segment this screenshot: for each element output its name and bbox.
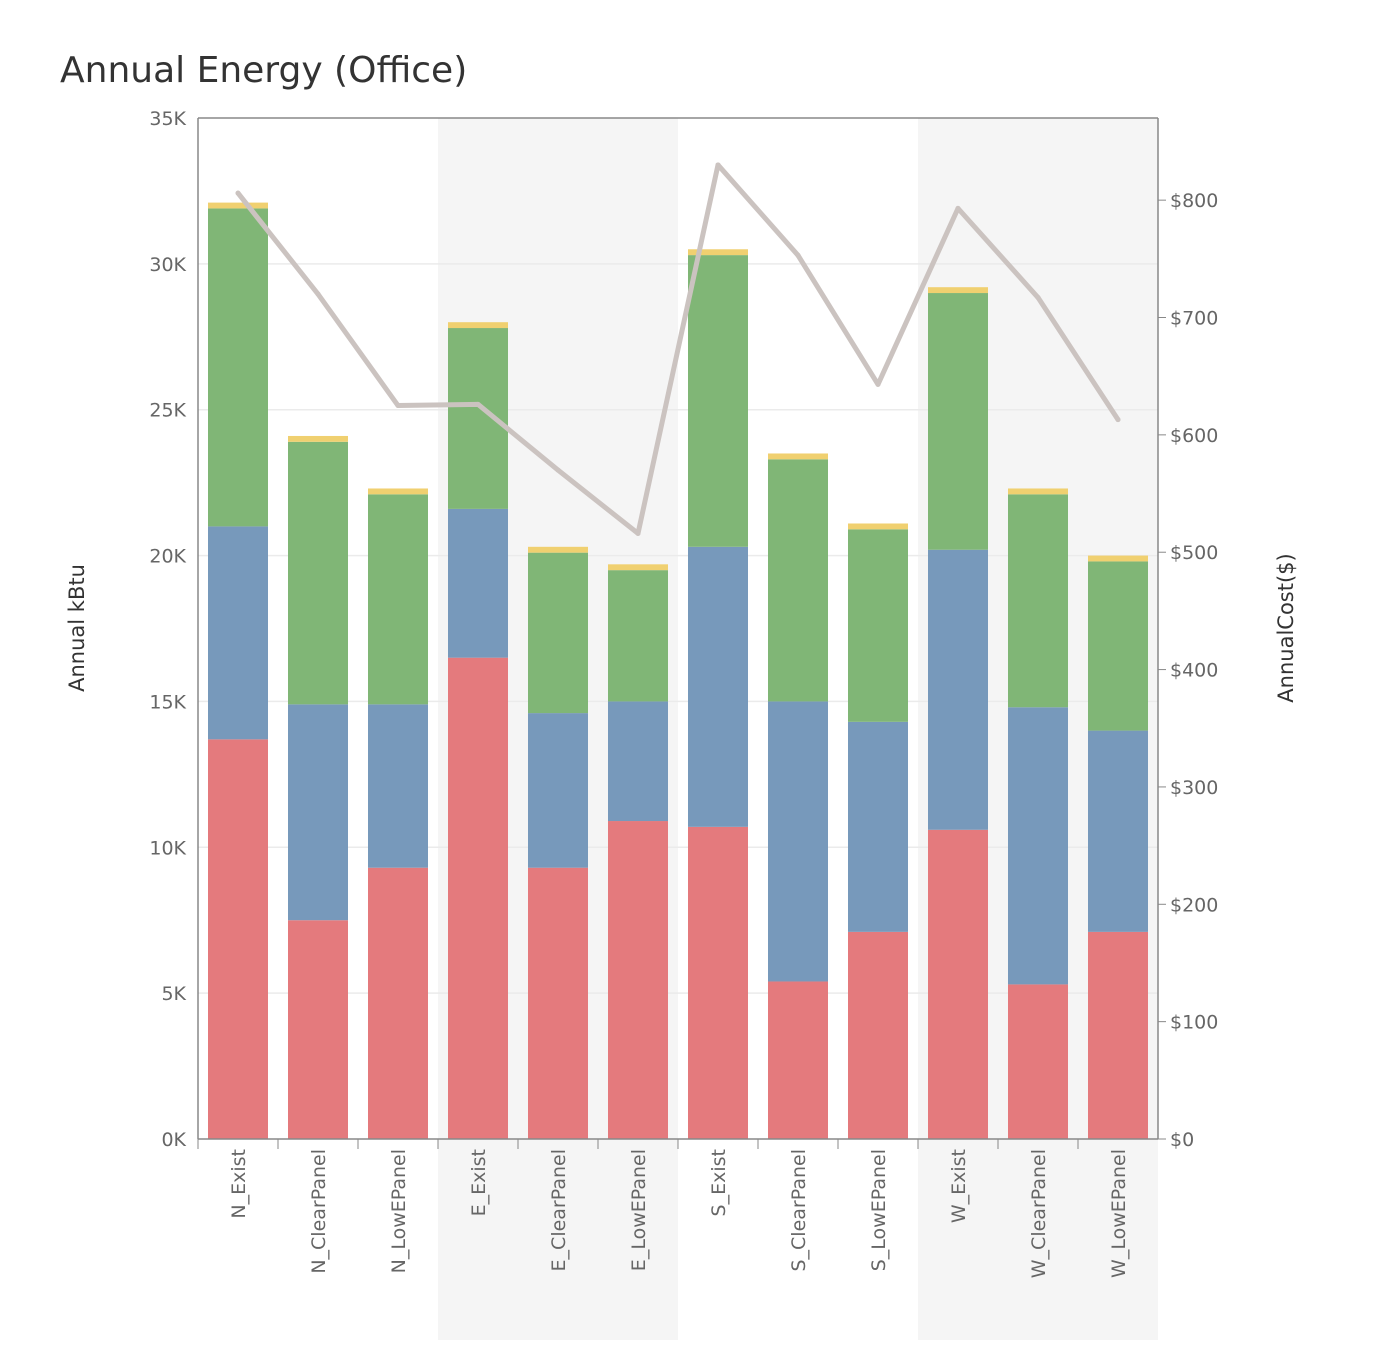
bar-E_LowEPanel-s3 [608,564,668,571]
bar-W_Exist-s2 [928,293,988,550]
y2-tick-1: $100 [1170,1012,1218,1034]
bar-W_ClearPanel-s3 [1008,488,1068,495]
x-tick-E_ClearPanel: E_ClearPanel [548,1149,570,1271]
bar-N_Exist-s3 [208,202,268,209]
y-tick-0K: 0K [161,1129,186,1151]
x-tick-S_Exist: S_Exist [708,1149,730,1216]
bar-N_Exist-s0 [208,739,268,1139]
y-tick-30K: 30K [149,254,186,276]
bar-E_Exist-s0 [448,657,508,1139]
bar-E_ClearPanel-s0 [528,867,588,1139]
bar-E_Exist-s3 [448,322,508,329]
bar-W_Exist-s0 [928,829,988,1139]
cost-point-N_Exist [235,190,241,196]
gridlines [198,263,1158,994]
bar-S_Exist-s2 [688,255,748,547]
bar-N_LowEPanel-s1 [368,704,428,868]
bar-N_LowEPanel-s0 [368,867,428,1139]
bar-S_ClearPanel-s0 [768,981,828,1139]
y-tick-20K: 20K [149,546,186,568]
cost-point-S_Exist [715,162,721,168]
x-tick-W_Exist: W_Exist [948,1149,970,1223]
cost-point-E_ClearPanel [555,467,561,473]
y-axis-title: Annual kBtu [65,564,89,692]
cost-point-W_LowEPanel [1115,417,1121,423]
cost-point-W_ClearPanel [1035,295,1041,301]
y2-tick-7: $700 [1170,308,1218,330]
bar-E_Exist-s1 [448,508,508,658]
y2-tick-4: $400 [1170,660,1218,682]
x-tick-E_LowEPanel: E_LowEPanel [628,1149,650,1271]
bar-W_LowEPanel-s1 [1088,730,1148,932]
y2-tick-3: $300 [1170,777,1218,799]
bar-W_ClearPanel-s0 [1008,984,1068,1139]
bar-N_LowEPanel-s3 [368,488,428,495]
bar-S_ClearPanel-s3 [768,453,828,460]
y-tick-15K: 15K [149,691,186,713]
bar-W_LowEPanel-s0 [1088,931,1148,1139]
cost-polyline [235,162,1121,536]
cost-point-E_Exist [475,401,481,407]
bar-E_LowEPanel-s2 [608,570,668,702]
y2-axis-title: AnnualCost($) [1274,553,1298,702]
cost-point-E_LowEPanel [635,530,641,536]
x-tick-S_ClearPanel: S_ClearPanel [788,1149,810,1272]
bar-S_Exist-s1 [688,546,748,827]
bar-N_ClearPanel-s3 [288,435,348,442]
bar-E_ClearPanel-s3 [528,546,588,553]
y-tick-10K: 10K [149,837,186,859]
bar-S_ClearPanel-s2 [768,459,828,702]
cost-line [235,162,1121,536]
bar-E_LowEPanel-s1 [608,701,668,822]
x-tick-W_LowEPanel: W_LowEPanel [1108,1149,1130,1278]
bar-W_LowEPanel-s3 [1088,555,1148,562]
tick-labels: 0K 5K 10K 15K 20K 25K 30K 35K $0 $100 $200 $300 $400… [149,108,1218,1278]
bar-E_ClearPanel-s1 [528,713,588,868]
bar-S_Exist-s0 [688,826,748,1139]
bar-stacks [208,202,1148,1139]
bar-S_LowEPanel-s2 [848,529,908,722]
bar-N_Exist-s1 [208,526,268,740]
axes [197,117,1166,1149]
bar-W_Exist-s3 [928,287,988,294]
bar-N_ClearPanel-s2 [288,441,348,705]
x-tick-S_LowEPanel: S_LowEPanel [868,1149,890,1271]
bar-N_LowEPanel-s2 [368,494,428,705]
bar-S_LowEPanel-s1 [848,721,908,932]
bar-W_ClearPanel-s2 [1008,494,1068,708]
cost-point-W_Exist [955,205,961,211]
y2-tick-5: $500 [1170,542,1218,564]
bar-S_ClearPanel-s1 [768,701,828,982]
bar-N_ClearPanel-s0 [288,920,348,1139]
bar-W_LowEPanel-s2 [1088,561,1148,731]
bar-S_Exist-s3 [688,249,748,256]
y-tick-5K: 5K [161,983,186,1005]
x-tick-N_Exist: N_Exist [228,1149,250,1219]
x-tick-E_Exist: E_Exist [468,1149,490,1216]
bar-S_LowEPanel-s3 [848,523,908,530]
bar-N_Exist-s2 [208,208,268,527]
cost-point-S_ClearPanel [795,252,801,258]
y2-tick-0: $0 [1170,1129,1194,1151]
x-tick-N_LowEPanel: N_LowEPanel [388,1149,410,1273]
y2-tick-6: $600 [1170,425,1218,447]
bar-N_ClearPanel-s1 [288,704,348,921]
cost-point-N_ClearPanel [315,291,321,297]
cost-point-N_LowEPanel [395,403,401,409]
bar-E_LowEPanel-s0 [608,821,668,1139]
y-tick-35K: 35K [149,108,186,130]
chart-title: Annual Energy (Office) [60,50,468,91]
x-tick-N_ClearPanel: N_ClearPanel [308,1149,330,1274]
bar-W_ClearPanel-s1 [1008,707,1068,985]
bar-S_LowEPanel-s0 [848,931,908,1139]
y-tick-25K: 25K [149,400,186,422]
bar-W_Exist-s1 [928,549,988,830]
cost-point-S_LowEPanel [875,381,881,387]
y2-tick-8: $800 [1170,190,1218,212]
y2-tick-2: $200 [1170,894,1218,916]
x-tick-W_ClearPanel: W_ClearPanel [1028,1149,1050,1278]
bar-E_ClearPanel-s2 [528,552,588,714]
